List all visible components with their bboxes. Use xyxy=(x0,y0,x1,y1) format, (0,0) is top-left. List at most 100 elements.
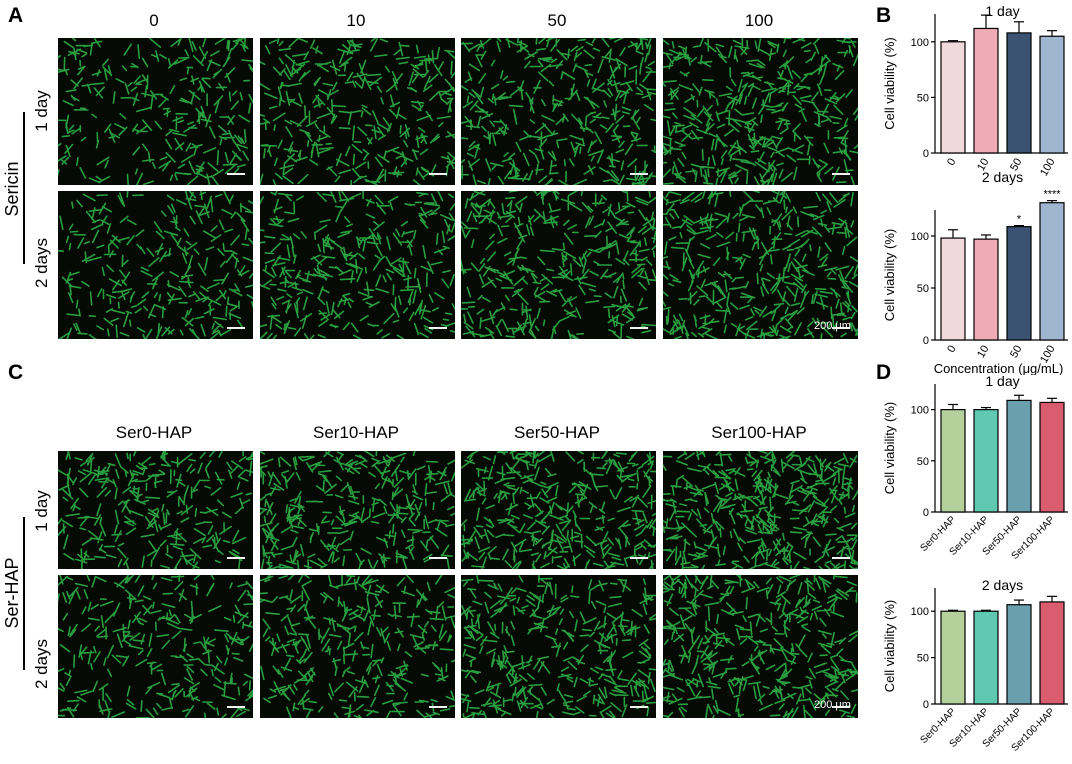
y-axis-label: Cell viability (%) xyxy=(882,229,897,321)
x-axis-label: Concentration (μg/mL) xyxy=(934,361,1064,375)
significance-mark: * xyxy=(1017,214,1022,226)
y-tick-label: 50 xyxy=(917,456,929,468)
x-tick-label: 0 xyxy=(945,344,958,355)
micrograph-c-ser100-1day xyxy=(663,451,858,569)
bar-Ser10-HAP xyxy=(973,408,999,513)
col-label-c-2: Ser50-HAP xyxy=(514,423,600,442)
micrograph-c-ser0-2days xyxy=(58,575,253,718)
scale-bar xyxy=(429,706,447,708)
y-axis-label: Cell viability (%) xyxy=(882,402,897,494)
micrograph-a-0-2days xyxy=(58,191,253,339)
x-tick-label: 10 xyxy=(975,157,992,174)
bar-0 xyxy=(940,41,966,154)
col-label-a-0: 0 xyxy=(149,11,159,30)
y-tick-label: 100 xyxy=(911,37,929,49)
chart-b-2days: 2 days 0 50 100 Cell viability (%) 0 10 * 50 ****… xyxy=(882,169,1068,375)
x-tick-label: 50 xyxy=(1008,157,1025,174)
col-label-a-3: 100 xyxy=(744,11,774,30)
micrograph-a-100-2days xyxy=(663,191,858,339)
row-label-a-2days: 2 days xyxy=(32,237,51,289)
bar-10 xyxy=(973,27,999,154)
micrograph-a-50-1day xyxy=(461,38,656,185)
panel-letter-c: C xyxy=(8,361,24,384)
micrograph-c-ser10-2days xyxy=(260,575,455,718)
significance-mark: **** xyxy=(1043,189,1061,201)
micrograph-c-ser50-2days xyxy=(461,575,656,718)
scale-bar xyxy=(227,173,245,175)
group-label-ser-hap: Ser-HAP xyxy=(2,557,22,629)
col-label-c-1: Ser10-HAP xyxy=(313,423,399,442)
bar-Ser100-HAP xyxy=(1039,401,1065,513)
y-tick-label: 50 xyxy=(917,283,929,295)
y-tick-label: 0 xyxy=(923,699,929,711)
scale-bar xyxy=(429,327,447,329)
chart-title: 2 days xyxy=(982,169,1023,185)
scale-bar xyxy=(429,557,447,559)
bar-100 xyxy=(1039,202,1065,341)
chart-title: 1 day xyxy=(985,3,1019,19)
micrograph-a-10-2days xyxy=(260,191,455,339)
col-label-a-1: 10 xyxy=(346,11,366,30)
bar-Ser0-HAP xyxy=(940,610,966,705)
bar-Ser100-HAP xyxy=(1039,601,1065,705)
chart-title: 1 day xyxy=(985,373,1019,389)
bar-50 xyxy=(1006,32,1032,154)
micrograph-c-ser100-2days xyxy=(663,575,858,718)
bar-100 xyxy=(1039,35,1065,154)
y-axis-label: Cell viability (%) xyxy=(882,600,897,692)
y-tick-label: 100 xyxy=(911,231,929,243)
col-label-c-0: Ser0-HAP xyxy=(115,423,193,442)
group-bracket-c xyxy=(23,517,25,670)
y-tick-label: 0 xyxy=(923,148,929,160)
row-label-c-2days: 2 days xyxy=(32,638,51,690)
bar-Ser50-HAP xyxy=(1006,399,1032,513)
scale-bar xyxy=(429,173,447,175)
y-axis-label: Cell viability (%) xyxy=(882,37,897,129)
micrograph-a-0-1day xyxy=(58,38,253,185)
scale-bar xyxy=(630,557,648,559)
y-tick-label: 0 xyxy=(923,335,929,347)
panel-letter-b: B xyxy=(876,4,892,27)
scale-bar xyxy=(832,327,850,329)
panel-letter-d: D xyxy=(876,361,892,384)
col-label-c-3: Ser100-HAP xyxy=(711,423,807,442)
micrograph-c-ser50-1day xyxy=(461,451,656,569)
scale-bar xyxy=(227,327,245,329)
y-tick-label: 0 xyxy=(923,507,929,519)
scale-bar xyxy=(630,706,648,708)
y-tick-label: 100 xyxy=(911,405,929,417)
scale-bar xyxy=(227,706,245,708)
y-tick-label: 50 xyxy=(917,92,929,104)
scale-bar xyxy=(832,173,850,175)
bar-0 xyxy=(940,237,966,341)
micrograph-a-10-1day xyxy=(260,38,455,185)
panel-letter-a: A xyxy=(8,4,24,27)
group-label-sericin: Sericin xyxy=(2,161,22,217)
scale-label-c: 200 μm xyxy=(814,699,851,711)
bar-50 xyxy=(1006,226,1032,341)
scale-bar xyxy=(630,173,648,175)
scale-label-a: 200 μm xyxy=(814,320,851,332)
micrograph-c-ser0-1day xyxy=(58,451,253,569)
micrograph-a-100-1day xyxy=(663,38,858,185)
scale-bar xyxy=(832,557,850,559)
scale-bar xyxy=(227,557,245,559)
micrograph-a-50-2days xyxy=(461,191,656,339)
bar-Ser10-HAP xyxy=(973,610,999,705)
row-label-a-1day: 1 day xyxy=(32,90,51,132)
x-tick-label: 50 xyxy=(1008,344,1025,361)
col-label-a-2: 50 xyxy=(547,11,567,30)
y-tick-label: 100 xyxy=(911,606,929,618)
row-label-c-1day: 1 day xyxy=(32,490,51,532)
x-tick-label: 0 xyxy=(945,157,958,168)
bar-10 xyxy=(973,238,999,341)
group-bracket-a xyxy=(23,112,25,264)
chart-title: 2 days xyxy=(982,577,1023,593)
bar-Ser50-HAP xyxy=(1006,604,1032,705)
y-tick-label: 50 xyxy=(917,653,929,665)
x-tick-label: 10 xyxy=(975,344,992,361)
bar-Ser0-HAP xyxy=(940,408,966,513)
